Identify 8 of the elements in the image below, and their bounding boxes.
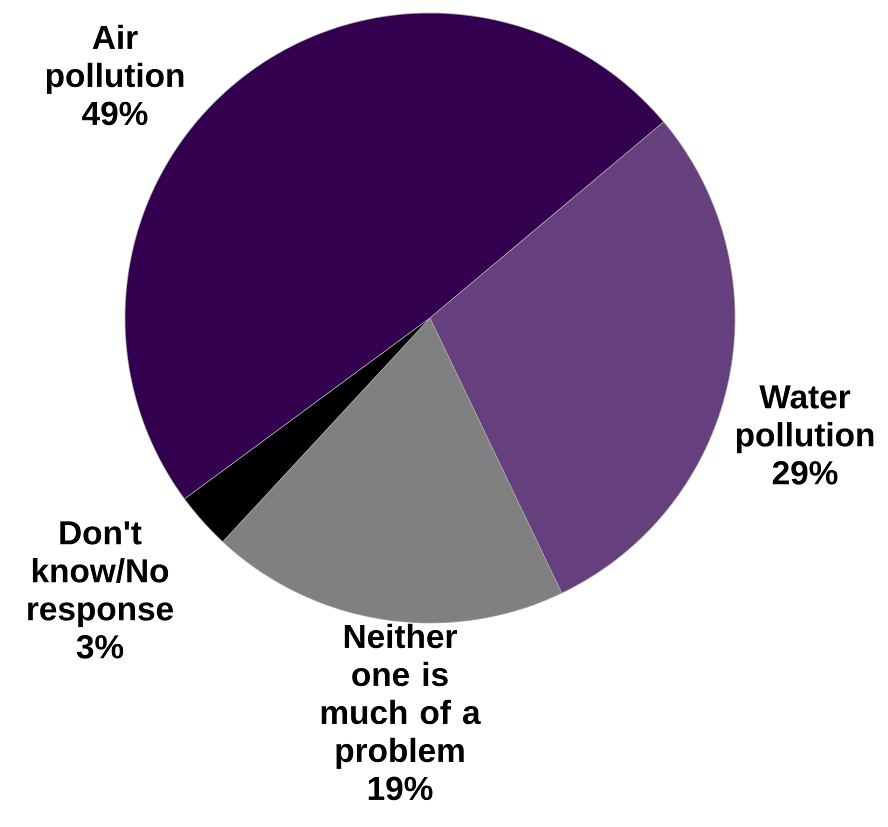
slice-label: Neither one is much of a problem xyxy=(322,624,481,769)
slice-label: Don't know/No response xyxy=(28,521,173,628)
data-label: 3% xyxy=(76,634,124,659)
data-label: 19% xyxy=(368,776,432,800)
slice-label: Air pollution xyxy=(46,24,184,94)
data-label: 49% xyxy=(82,102,148,126)
data-label: 29% xyxy=(772,461,838,485)
slice-label: Water pollution xyxy=(736,385,874,454)
